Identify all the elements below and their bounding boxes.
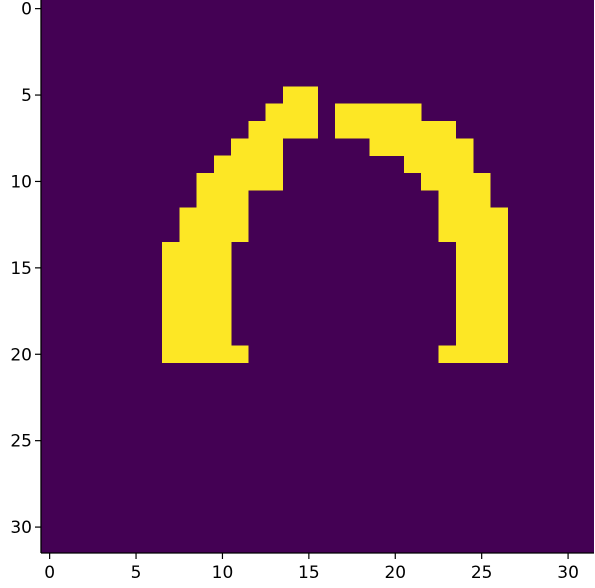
x-tick-label: 20 xyxy=(384,563,406,583)
x-tick-label: 10 xyxy=(212,563,234,583)
x-tick-label: 5 xyxy=(131,563,142,583)
heatmap-cell-run xyxy=(334,120,457,139)
heatmap-cell-run xyxy=(455,276,508,295)
x-tick-label: 25 xyxy=(471,563,493,583)
plot-area xyxy=(41,0,594,553)
heatmap-cell-run xyxy=(161,259,232,277)
axes: 0 5 10 15 20 25 30 0 5 10 15 20 25 30 xyxy=(10,0,594,583)
heatmap-cell-run xyxy=(231,138,284,156)
heatmap-cell-run xyxy=(282,86,318,104)
heatmap-cell-run xyxy=(334,103,422,122)
heatmap-cell-run xyxy=(455,328,508,346)
heatmap-cell-run xyxy=(179,224,249,243)
y-tick-label: 10 xyxy=(10,172,32,192)
heatmap-cell-run xyxy=(248,120,318,139)
x-tick-label: 15 xyxy=(298,563,320,583)
heatmap-cell-run xyxy=(161,345,249,364)
heatmap-background xyxy=(41,0,594,553)
y-tick-label: 5 xyxy=(21,86,32,106)
heatmap-cell-run xyxy=(438,224,508,243)
heatmap-cell-run xyxy=(455,241,508,260)
heatmap-cell-run xyxy=(369,138,474,156)
heatmap-cell-run xyxy=(161,241,232,260)
x-tick-label: 0 xyxy=(44,563,55,583)
heatmap-cell-run xyxy=(403,155,474,174)
heatmap-cell-run xyxy=(179,207,249,225)
heatmap-cell-run xyxy=(455,259,508,277)
y-tick-label: 15 xyxy=(10,259,32,279)
heatmap-cell-run xyxy=(196,172,284,191)
y-tick-label: 30 xyxy=(10,518,32,538)
heatmap-cell-run xyxy=(161,311,232,329)
heatmap-cell-run xyxy=(438,345,508,364)
heatmap-cell-run xyxy=(161,328,232,346)
y-tick-label: 25 xyxy=(10,432,32,452)
heatmap-cell-run xyxy=(196,190,249,208)
heatmap-cell-run xyxy=(421,172,491,191)
x-tick-label: 30 xyxy=(557,563,579,583)
heatmap-cell-run xyxy=(455,311,508,329)
heatmap-cell-run xyxy=(161,276,232,295)
y-tick-label: 20 xyxy=(10,345,32,365)
y-tick-label: 0 xyxy=(21,0,32,20)
heatmap-cell-run xyxy=(161,293,232,312)
heatmap-cell-run xyxy=(455,293,508,312)
heatmap-cell-run xyxy=(438,190,491,208)
heatmap-cell-run xyxy=(438,207,508,225)
heatmap-cell-run xyxy=(265,103,318,122)
heatmap-cell-run xyxy=(213,155,284,174)
